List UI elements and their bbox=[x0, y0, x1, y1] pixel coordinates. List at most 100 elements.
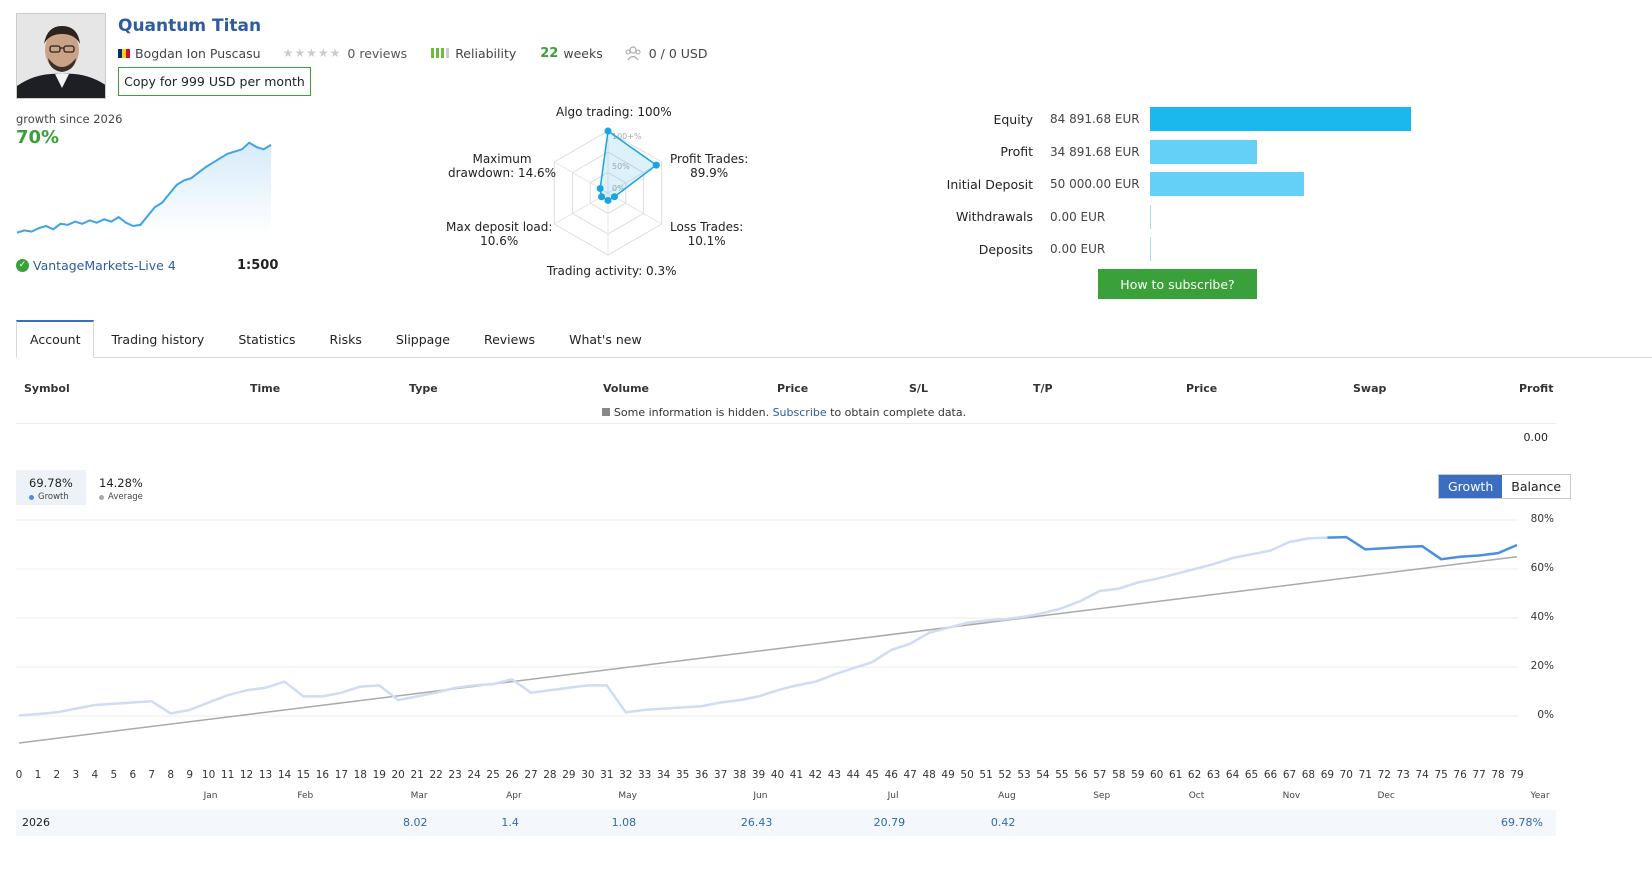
hidden-info-prefix: Some information is hidden. bbox=[613, 406, 770, 419]
copy-signal-button[interactable]: Copy for 999 USD per month bbox=[118, 67, 311, 96]
month-label: Nov bbox=[1282, 791, 1301, 801]
x-tick-label: 76 bbox=[1453, 769, 1467, 781]
radar-label-drawdown: Maximum drawdown: 14.6% bbox=[448, 152, 556, 180]
x-tick-label: 50 bbox=[960, 769, 974, 781]
tab-what-s-new[interactable]: What's new bbox=[569, 331, 642, 347]
x-tick-label: 21 bbox=[410, 769, 424, 781]
year-returns-row bbox=[16, 810, 1556, 836]
x-tick-label: 39 bbox=[751, 769, 766, 781]
x-tick-label: 33 bbox=[638, 769, 652, 781]
tab-statistics[interactable]: Statistics bbox=[238, 331, 296, 347]
weeks-count: 22 bbox=[540, 45, 559, 61]
account-row: Deposits 0.00 EUR bbox=[940, 237, 1420, 261]
radar-label-profit-line1: Profit Trades: bbox=[670, 152, 749, 166]
x-tick-label: 34 bbox=[657, 769, 671, 781]
x-tick-label: 31 bbox=[600, 769, 614, 781]
author-name[interactable]: Bogdan Ion Puscasu bbox=[135, 45, 261, 61]
x-tick-label: 69 bbox=[1320, 769, 1335, 781]
account-row-value: 50 000.00 EUR bbox=[1050, 177, 1140, 191]
x-tick-label: 24 bbox=[467, 769, 481, 781]
tab-risks[interactable]: Risks bbox=[329, 331, 362, 347]
x-tick-label: 51 bbox=[979, 769, 993, 781]
account-row-value: 84 891.68 EUR bbox=[1050, 112, 1140, 126]
account-row: Profit 34 891.68 EUR bbox=[940, 139, 1420, 164]
x-tick-label: 47 bbox=[903, 769, 917, 781]
radar-label-profit: Profit Trades: 89.9% bbox=[670, 152, 748, 180]
hidden-info-suffix: to obtain complete data. bbox=[830, 406, 967, 419]
column-header-t-p: T/P bbox=[1033, 382, 1053, 395]
x-tick-label: 35 bbox=[676, 769, 690, 781]
x-tick-label: 65 bbox=[1244, 769, 1259, 781]
growth-summary-pill[interactable]: 69.78% Growth bbox=[16, 470, 86, 505]
account-row: Initial Deposit 50 000.00 EUR bbox=[940, 172, 1420, 196]
average-summary-pill[interactable]: 14.28% Average bbox=[86, 470, 156, 505]
profit-total: 0.00 bbox=[1523, 431, 1549, 444]
romania-flag-icon bbox=[118, 48, 130, 58]
y-tick-label: 40% bbox=[1530, 611, 1554, 623]
column-header-time: Time bbox=[250, 382, 281, 395]
y-tick-label: 0% bbox=[1537, 709, 1554, 721]
broker-name[interactable]: VantageMarkets-Live 4 bbox=[33, 258, 176, 273]
chart-mode-toggle: Growth Balance bbox=[1438, 474, 1572, 499]
x-tick-label: 29 bbox=[562, 769, 576, 781]
how-to-subscribe-button[interactable]: How to subscribe? bbox=[1098, 269, 1257, 299]
x-tick-label: 37 bbox=[713, 769, 728, 781]
radar-label-loss-line1: Loss Trades: bbox=[670, 220, 744, 234]
x-tick-label: 77 bbox=[1472, 769, 1486, 781]
x-tick-label: 48 bbox=[922, 769, 936, 781]
month-label: Jan bbox=[203, 791, 218, 801]
author-avatar[interactable] bbox=[16, 13, 106, 99]
tab-trading-history[interactable]: Trading history bbox=[111, 331, 205, 347]
x-tick-label: 59 bbox=[1131, 769, 1145, 781]
x-tick-label: 30 bbox=[581, 769, 595, 781]
x-tick-label: 13 bbox=[258, 769, 273, 781]
x-tick-label: 62 bbox=[1187, 769, 1202, 781]
x-tick-label: 78 bbox=[1491, 769, 1505, 781]
reliability-label: Reliability bbox=[455, 45, 517, 61]
growth-line-highlight bbox=[1327, 535, 1518, 561]
column-header-price: Price bbox=[777, 382, 809, 395]
account-row-value: 0.00 EUR bbox=[1050, 242, 1106, 256]
tab-slippage[interactable]: Slippage bbox=[395, 331, 450, 347]
leverage-value: 1:500 bbox=[237, 258, 279, 273]
subscribe-link[interactable]: Subscribe bbox=[772, 406, 827, 419]
tab-reviews[interactable]: Reviews bbox=[483, 331, 536, 347]
radar-label-load-line2: 10.6% bbox=[480, 234, 519, 248]
column-header-swap: Swap bbox=[1353, 382, 1387, 395]
x-tick-label: 61 bbox=[1169, 769, 1183, 781]
year-return-value: 0.42 bbox=[990, 816, 1016, 829]
x-tick-label: 44 bbox=[846, 769, 860, 781]
reliability-bars-icon bbox=[431, 48, 450, 58]
x-tick-label: 79 bbox=[1510, 769, 1524, 781]
x-tick-label: 46 bbox=[884, 769, 898, 781]
account-row-bar bbox=[1150, 237, 1151, 261]
radar-label-load-line1: Max deposit load: bbox=[446, 220, 553, 234]
signal-title[interactable]: Quantum Titan bbox=[118, 16, 262, 36]
radar-label-loss: Loss Trades: 10.1% bbox=[670, 220, 743, 248]
x-tick-label: 56 bbox=[1074, 769, 1088, 781]
subscribers-value: 0 / 0 USD bbox=[648, 45, 708, 61]
balance-toggle-button[interactable]: Balance bbox=[1502, 475, 1571, 498]
x-tick-label: 75 bbox=[1434, 769, 1448, 781]
month-label: Dec bbox=[1377, 791, 1395, 801]
y-tick-label: 60% bbox=[1530, 562, 1554, 574]
x-tick-label: 19 bbox=[372, 769, 386, 781]
x-tick-label: 57 bbox=[1093, 769, 1107, 781]
subscribers-icon bbox=[625, 46, 641, 61]
x-tick-label: 74 bbox=[1415, 769, 1429, 781]
x-tick-label: 43 bbox=[827, 769, 842, 781]
radar-area bbox=[599, 129, 658, 202]
x-tick-label: 66 bbox=[1263, 769, 1278, 781]
tab-account[interactable]: Account bbox=[16, 320, 95, 358]
average-summary-label: Average bbox=[108, 492, 143, 502]
account-row: Equity 84 891.68 EUR bbox=[940, 107, 1420, 131]
account-row-bar bbox=[1150, 139, 1257, 164]
account-row-value: 0.00 EUR bbox=[1050, 209, 1106, 224]
month-label: Jul bbox=[887, 791, 899, 801]
growth-chart bbox=[16, 519, 1518, 744]
radar-label-activity: Trading activity: 0.3% bbox=[547, 264, 677, 278]
reviews-count[interactable]: 0 reviews bbox=[347, 45, 408, 61]
radar-point-3 bbox=[604, 196, 612, 204]
growth-toggle-button[interactable]: Growth bbox=[1439, 475, 1503, 498]
broker-link[interactable]: ✓ VantageMarkets-Live 4 bbox=[16, 258, 176, 273]
